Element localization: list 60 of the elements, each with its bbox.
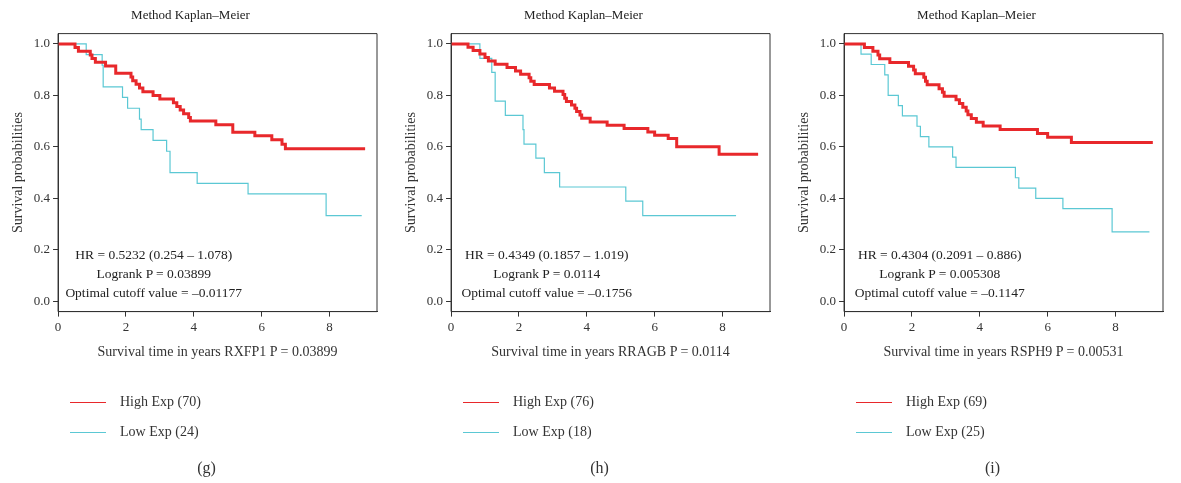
y-tick-label: 0.8 bbox=[33, 86, 51, 102]
y-tick-label: 0.2 bbox=[426, 241, 444, 257]
x-axis-title: Survival time in years RRAGB P = 0.0114 bbox=[491, 344, 730, 360]
legend-label: High Exp (69) bbox=[906, 394, 987, 410]
annotation: Logrank P = 0.005308 bbox=[879, 266, 1001, 282]
y-tick-label: 0.0 bbox=[426, 292, 444, 308]
annotation: HR = 0.5232 (0.254 – 1.078) bbox=[75, 247, 233, 263]
legend-label: Low Exp (18) bbox=[513, 424, 592, 440]
y-tick-label: 0.0 bbox=[819, 292, 837, 308]
y-tick-label: 0.8 bbox=[426, 86, 444, 102]
y-tick-label: 0.6 bbox=[819, 138, 837, 154]
x-tick-label: 4 bbox=[976, 318, 984, 334]
x-tick-label: 4 bbox=[190, 318, 198, 334]
x-axis-title: Survival time in years RSPH9 P = 0.00531 bbox=[883, 344, 1124, 360]
text: (g) bbox=[196, 459, 217, 477]
y-tick-label: 0.2 bbox=[819, 241, 837, 257]
chart-title: Method Kaplan–Meier bbox=[524, 7, 644, 23]
annotation: HR = 0.4349 (0.1857 – 1.019) bbox=[464, 247, 629, 263]
annotation: HR = 0.4304 (0.2091 – 0.886) bbox=[857, 247, 1022, 263]
x-tick-label: 6 bbox=[258, 318, 266, 334]
legend-label: High Exp (70) bbox=[120, 394, 201, 410]
x-tick-label: 2 bbox=[515, 318, 523, 334]
x-tick-label: 2 bbox=[122, 318, 130, 334]
y-tick-label: 1.0 bbox=[33, 35, 51, 51]
y-tick-label: 0.6 bbox=[426, 138, 444, 154]
y-tick-label: 0.8 bbox=[819, 86, 837, 102]
y-tick-label: 0.0 bbox=[33, 292, 51, 308]
legend-label: Low Exp (24) bbox=[120, 424, 199, 440]
text: (h) bbox=[589, 459, 610, 477]
legend-label: Low Exp (25) bbox=[906, 424, 985, 440]
y-tick-label: 0.6 bbox=[33, 138, 51, 154]
chart-title: Method Kaplan–Meier bbox=[917, 7, 1037, 23]
y-tick-label: 0.4 bbox=[426, 189, 444, 205]
x-tick-label: 2 bbox=[908, 318, 916, 334]
x-tick-label: 4 bbox=[583, 318, 591, 334]
x-tick-label: 8 bbox=[1112, 318, 1119, 334]
legend-label: High Exp (76) bbox=[513, 394, 594, 410]
x-tick-label: 8 bbox=[719, 318, 726, 334]
y-axis-title: Survival probabilities bbox=[796, 112, 812, 234]
annotation: Optimal cutoff value = –0.1756 bbox=[461, 285, 633, 301]
y-tick-label: 0.4 bbox=[33, 189, 51, 205]
x-tick-label: 0 bbox=[840, 318, 848, 334]
annotation: Optimal cutoff value = –0.1147 bbox=[854, 285, 1025, 301]
chart-title: Method Kaplan–Meier bbox=[131, 7, 251, 23]
x-tick-label: 6 bbox=[1044, 318, 1052, 334]
annotation: Logrank P = 0.0114 bbox=[493, 266, 601, 282]
y-axis-title: Survival probabilities bbox=[403, 112, 419, 234]
text: (i) bbox=[983, 459, 1002, 477]
x-tick-label: 0 bbox=[54, 318, 62, 334]
y-tick-label: 0.2 bbox=[33, 241, 51, 257]
x-tick-label: 0 bbox=[447, 318, 455, 334]
y-tick-label: 0.4 bbox=[819, 189, 837, 205]
annotation: Optimal cutoff value = –0.01177 bbox=[65, 285, 243, 301]
x-tick-label: 6 bbox=[651, 318, 659, 334]
y-tick-label: 1.0 bbox=[819, 35, 837, 51]
y-tick-label: 1.0 bbox=[426, 35, 444, 51]
annotation: Logrank P = 0.03899 bbox=[96, 266, 212, 282]
x-axis-title: Survival time in years RXFP1 P = 0.03899 bbox=[97, 344, 338, 360]
y-axis-title: Survival probabilities bbox=[10, 112, 26, 234]
x-tick-label: 8 bbox=[326, 318, 333, 334]
